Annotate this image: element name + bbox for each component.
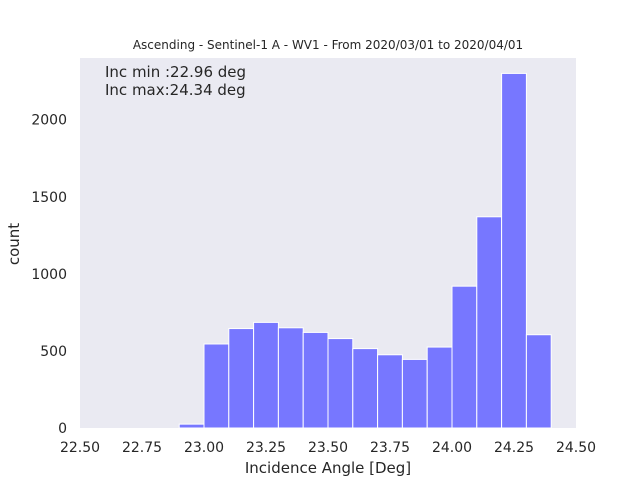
histogram-bar [277,327,304,429]
bars [178,72,552,429]
y-tick-label: 500 [40,344,67,360]
y-axis-label: count [5,223,23,265]
x-axis-label: Incidence Angle [Deg] [245,459,411,477]
y-tick-label: 1000 [31,267,67,283]
histogram-bar [352,348,379,429]
histogram-bar [401,358,428,429]
histogram-bar [327,338,354,429]
histogram-bar [203,343,230,429]
histogram-bar [302,331,329,429]
histogram-bar [426,346,453,429]
annotation-inc-min: Inc min :22.96 deg [105,63,246,81]
histogram-bar [525,334,552,429]
x-tick-label: 24.00 [432,440,472,456]
histogram-bar [501,72,527,429]
x-tick-label: 22.50 [60,440,100,456]
x-tick-label: 23.25 [246,440,286,456]
histogram-bar [228,328,255,429]
histogram-bar [178,423,205,429]
histogram-bar [377,354,403,429]
x-tick-label: 24.25 [494,440,534,456]
x-tick-label: 22.75 [122,440,162,456]
x-tick-label: 23.50 [308,440,348,456]
x-tick-label: 24.50 [556,440,596,456]
histogram-bar [253,321,279,429]
x-tick-label: 23.75 [370,440,410,456]
y-tick-labels: 0 500 1000 1500 2000 [31,113,67,437]
y-tick-label: 2000 [31,113,67,129]
annotation-inc-max: Inc max:24.34 deg [105,81,246,99]
y-tick-label: 1500 [31,190,67,206]
x-tick-label: 23.00 [184,440,224,456]
chart-title: Ascending - Sentinel-1 A - WV1 - From 20… [133,38,523,52]
histogram-bar [451,285,478,429]
x-tick-labels: 22.50 22.75 23.00 23.25 23.50 23.75 24.00 24.25… [60,440,596,456]
y-tick-label: 0 [58,421,67,437]
histogram-bar [476,216,503,429]
